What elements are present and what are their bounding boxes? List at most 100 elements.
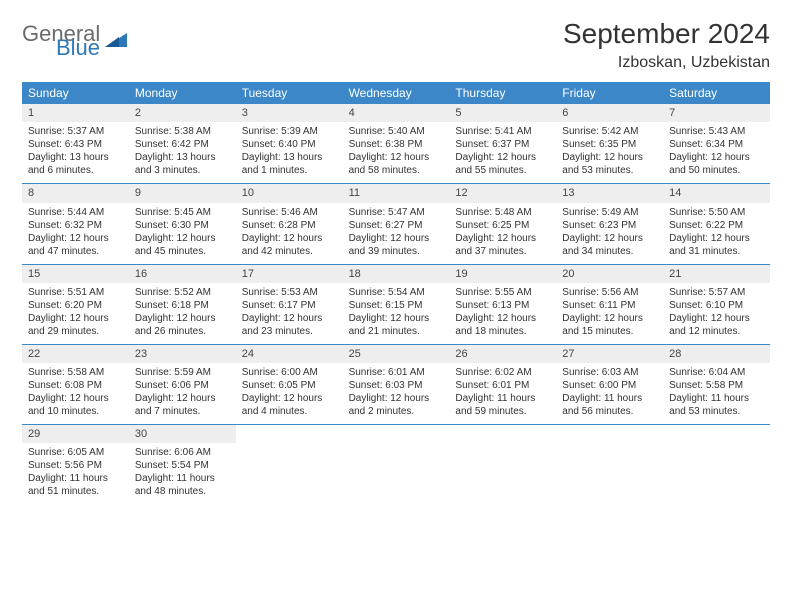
logo-word-blue: Blue — [56, 38, 100, 58]
header: General Blue September 2024 Izboskan, Uz… — [22, 18, 770, 72]
calendar-day-cell: 9Sunrise: 5:45 AMSunset: 6:30 PMDaylight… — [129, 184, 236, 263]
day-details: Sunrise: 6:00 AMSunset: 6:05 PMDaylight:… — [236, 363, 343, 424]
daylight-text: Daylight: 11 hours and 59 minutes. — [455, 392, 550, 418]
daylight-text: Daylight: 12 hours and 42 minutes. — [242, 232, 337, 258]
sunrise-text: Sunrise: 5:39 AM — [242, 125, 337, 138]
calendar-day-cell: 19Sunrise: 5:55 AMSunset: 6:13 PMDayligh… — [449, 265, 556, 344]
day-number: 25 — [343, 345, 450, 363]
calendar-day-cell: 12Sunrise: 5:48 AMSunset: 6:25 PMDayligh… — [449, 184, 556, 263]
month-title: September 2024 — [563, 18, 770, 50]
calendar-day-cell: 23Sunrise: 5:59 AMSunset: 6:06 PMDayligh… — [129, 345, 236, 424]
daylight-text: Daylight: 12 hours and 39 minutes. — [349, 232, 444, 258]
day-number: 8 — [22, 184, 129, 202]
day-details: Sunrise: 6:01 AMSunset: 6:03 PMDaylight:… — [343, 363, 450, 424]
sunset-text: Sunset: 6:05 PM — [242, 379, 337, 392]
day-details: Sunrise: 5:42 AMSunset: 6:35 PMDaylight:… — [556, 122, 663, 183]
daylight-text: Daylight: 12 hours and 45 minutes. — [135, 232, 230, 258]
calendar-day-cell: 15Sunrise: 5:51 AMSunset: 6:20 PMDayligh… — [22, 265, 129, 344]
sunrise-text: Sunrise: 5:44 AM — [28, 206, 123, 219]
day-number: 6 — [556, 104, 663, 122]
day-details: Sunrise: 6:06 AMSunset: 5:54 PMDaylight:… — [129, 443, 236, 504]
sunrise-text: Sunrise: 6:01 AM — [349, 366, 444, 379]
daylight-text: Daylight: 12 hours and 50 minutes. — [669, 151, 764, 177]
calendar-day-cell: 5Sunrise: 5:41 AMSunset: 6:37 PMDaylight… — [449, 104, 556, 183]
sunset-text: Sunset: 6:15 PM — [349, 299, 444, 312]
sunrise-text: Sunrise: 6:04 AM — [669, 366, 764, 379]
sunrise-text: Sunrise: 5:50 AM — [669, 206, 764, 219]
calendar-day-cell: 7Sunrise: 5:43 AMSunset: 6:34 PMDaylight… — [663, 104, 770, 183]
calendar-empty-cell — [236, 425, 343, 504]
day-details: Sunrise: 5:44 AMSunset: 6:32 PMDaylight:… — [22, 203, 129, 264]
day-details: Sunrise: 5:58 AMSunset: 6:08 PMDaylight:… — [22, 363, 129, 424]
sunset-text: Sunset: 5:54 PM — [135, 459, 230, 472]
day-details: Sunrise: 5:51 AMSunset: 6:20 PMDaylight:… — [22, 283, 129, 344]
calendar-week-row: 15Sunrise: 5:51 AMSunset: 6:20 PMDayligh… — [22, 265, 770, 345]
sunrise-text: Sunrise: 5:55 AM — [455, 286, 550, 299]
day-details: Sunrise: 5:53 AMSunset: 6:17 PMDaylight:… — [236, 283, 343, 344]
calendar-day-cell: 1Sunrise: 5:37 AMSunset: 6:43 PMDaylight… — [22, 104, 129, 183]
day-details: Sunrise: 5:55 AMSunset: 6:13 PMDaylight:… — [449, 283, 556, 344]
daylight-text: Daylight: 13 hours and 3 minutes. — [135, 151, 230, 177]
calendar-day-cell: 30Sunrise: 6:06 AMSunset: 5:54 PMDayligh… — [129, 425, 236, 504]
sunrise-text: Sunrise: 6:05 AM — [28, 446, 123, 459]
sunset-text: Sunset: 6:13 PM — [455, 299, 550, 312]
sunset-text: Sunset: 6:01 PM — [455, 379, 550, 392]
calendar-day-cell: 3Sunrise: 5:39 AMSunset: 6:40 PMDaylight… — [236, 104, 343, 183]
sunrise-text: Sunrise: 5:48 AM — [455, 206, 550, 219]
sunset-text: Sunset: 6:25 PM — [455, 219, 550, 232]
day-details: Sunrise: 6:05 AMSunset: 5:56 PMDaylight:… — [22, 443, 129, 504]
day-details: Sunrise: 5:52 AMSunset: 6:18 PMDaylight:… — [129, 283, 236, 344]
daylight-text: Daylight: 12 hours and 55 minutes. — [455, 151, 550, 177]
sunset-text: Sunset: 6:20 PM — [28, 299, 123, 312]
day-details: Sunrise: 5:39 AMSunset: 6:40 PMDaylight:… — [236, 122, 343, 183]
sunrise-text: Sunrise: 5:42 AM — [562, 125, 657, 138]
sunset-text: Sunset: 6:17 PM — [242, 299, 337, 312]
day-number: 2 — [129, 104, 236, 122]
day-details: Sunrise: 5:41 AMSunset: 6:37 PMDaylight:… — [449, 122, 556, 183]
sunrise-text: Sunrise: 5:43 AM — [669, 125, 764, 138]
day-details: Sunrise: 5:38 AMSunset: 6:42 PMDaylight:… — [129, 122, 236, 183]
sunrise-text: Sunrise: 6:02 AM — [455, 366, 550, 379]
calendar-day-cell: 14Sunrise: 5:50 AMSunset: 6:22 PMDayligh… — [663, 184, 770, 263]
logo-triangle-icon — [105, 31, 131, 54]
day-details: Sunrise: 5:40 AMSunset: 6:38 PMDaylight:… — [343, 122, 450, 183]
sunrise-text: Sunrise: 5:38 AM — [135, 125, 230, 138]
sunrise-text: Sunrise: 5:52 AM — [135, 286, 230, 299]
day-details: Sunrise: 6:03 AMSunset: 6:00 PMDaylight:… — [556, 363, 663, 424]
day-number: 17 — [236, 265, 343, 283]
day-headers-row: SundayMondayTuesdayWednesdayThursdayFrid… — [22, 82, 770, 104]
calendar-day-cell: 16Sunrise: 5:52 AMSunset: 6:18 PMDayligh… — [129, 265, 236, 344]
calendar-week-row: 1Sunrise: 5:37 AMSunset: 6:43 PMDaylight… — [22, 104, 770, 184]
sunrise-text: Sunrise: 6:06 AM — [135, 446, 230, 459]
calendar-day-cell: 24Sunrise: 6:00 AMSunset: 6:05 PMDayligh… — [236, 345, 343, 424]
day-number: 16 — [129, 265, 236, 283]
calendar-empty-cell — [449, 425, 556, 504]
day-number: 23 — [129, 345, 236, 363]
sunrise-text: Sunrise: 5:58 AM — [28, 366, 123, 379]
sunset-text: Sunset: 6:03 PM — [349, 379, 444, 392]
calendar-day-cell: 22Sunrise: 5:58 AMSunset: 6:08 PMDayligh… — [22, 345, 129, 424]
calendar-day-cell: 11Sunrise: 5:47 AMSunset: 6:27 PMDayligh… — [343, 184, 450, 263]
day-number: 15 — [22, 265, 129, 283]
calendar-week-row: 22Sunrise: 5:58 AMSunset: 6:08 PMDayligh… — [22, 345, 770, 425]
day-number: 11 — [343, 184, 450, 202]
day-number: 4 — [343, 104, 450, 122]
sunrise-text: Sunrise: 5:45 AM — [135, 206, 230, 219]
day-number: 1 — [22, 104, 129, 122]
day-number: 7 — [663, 104, 770, 122]
day-header: Tuesday — [236, 82, 343, 104]
calendar-day-cell: 18Sunrise: 5:54 AMSunset: 6:15 PMDayligh… — [343, 265, 450, 344]
sunrise-text: Sunrise: 5:49 AM — [562, 206, 657, 219]
sunset-text: Sunset: 6:27 PM — [349, 219, 444, 232]
calendar-day-cell: 27Sunrise: 6:03 AMSunset: 6:00 PMDayligh… — [556, 345, 663, 424]
daylight-text: Daylight: 12 hours and 10 minutes. — [28, 392, 123, 418]
day-details: Sunrise: 5:46 AMSunset: 6:28 PMDaylight:… — [236, 203, 343, 264]
sunset-text: Sunset: 6:43 PM — [28, 138, 123, 151]
daylight-text: Daylight: 13 hours and 6 minutes. — [28, 151, 123, 177]
daylight-text: Daylight: 12 hours and 12 minutes. — [669, 312, 764, 338]
calendar-day-cell: 28Sunrise: 6:04 AMSunset: 5:58 PMDayligh… — [663, 345, 770, 424]
logo: General Blue — [22, 24, 131, 58]
calendar-day-cell: 13Sunrise: 5:49 AMSunset: 6:23 PMDayligh… — [556, 184, 663, 263]
day-number: 18 — [343, 265, 450, 283]
day-number: 14 — [663, 184, 770, 202]
